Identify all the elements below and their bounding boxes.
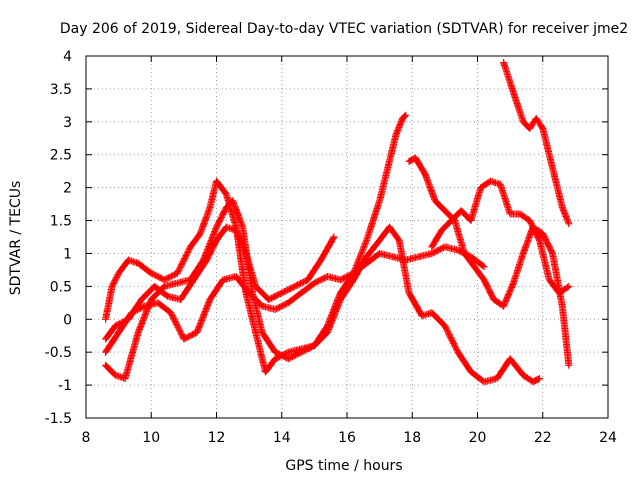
series-marks [102, 243, 488, 356]
series-marks [428, 177, 573, 297]
y-tick-label: 2.5 [50, 148, 72, 164]
y-tick-label: 3 [63, 115, 72, 131]
x-tick-label: 12 [208, 430, 226, 446]
axis-ticks [85, 55, 609, 419]
x-axis-label: GPS time / hours [285, 458, 402, 474]
series-marks [102, 111, 410, 376]
x-tick-labels: 8 10 12 14 16 18 20 22 24 [82, 430, 617, 446]
x-tick-label: 22 [534, 430, 552, 446]
series-track-f [428, 177, 573, 297]
series-track-g [500, 59, 573, 228]
series-marks [405, 154, 573, 369]
series-track-d [102, 243, 488, 356]
series-marks [102, 197, 543, 386]
x-tick-label: 14 [273, 430, 291, 446]
y-tick-label: 1 [63, 246, 72, 262]
y-tick-label: 0.5 [50, 279, 72, 295]
y-tick-label: 4 [63, 49, 72, 65]
y-tick-labels: -1.5 -1 -0.5 0 0.5 1 1.5 2 2.5 3 3.5 4 [45, 49, 72, 427]
series-marks [500, 59, 573, 228]
y-tick-label: -1 [58, 378, 72, 394]
x-tick-label: 20 [469, 430, 487, 446]
series-track-a [102, 197, 543, 386]
x-tick-label: 24 [599, 430, 617, 446]
chart-title: Day 206 of 2019, Sidereal Day-to-day VTE… [60, 21, 628, 37]
y-tick-label: 0 [63, 312, 72, 328]
x-tick-label: 10 [142, 430, 160, 446]
x-tick-label: 16 [338, 430, 356, 446]
x-tick-label: 18 [403, 430, 421, 446]
y-tick-label: 2 [63, 181, 72, 197]
data-points [102, 59, 573, 386]
y-tick-label: -0.5 [45, 345, 72, 361]
y-axis-label: SDTVAR / TECUs [8, 181, 24, 296]
x-tick-label: 8 [82, 430, 91, 446]
y-tick-label: 3.5 [50, 82, 72, 98]
series-track-b [102, 111, 410, 376]
y-tick-label: -1.5 [45, 411, 72, 427]
series-track-e [405, 154, 573, 369]
y-tick-label: 1.5 [50, 214, 72, 230]
